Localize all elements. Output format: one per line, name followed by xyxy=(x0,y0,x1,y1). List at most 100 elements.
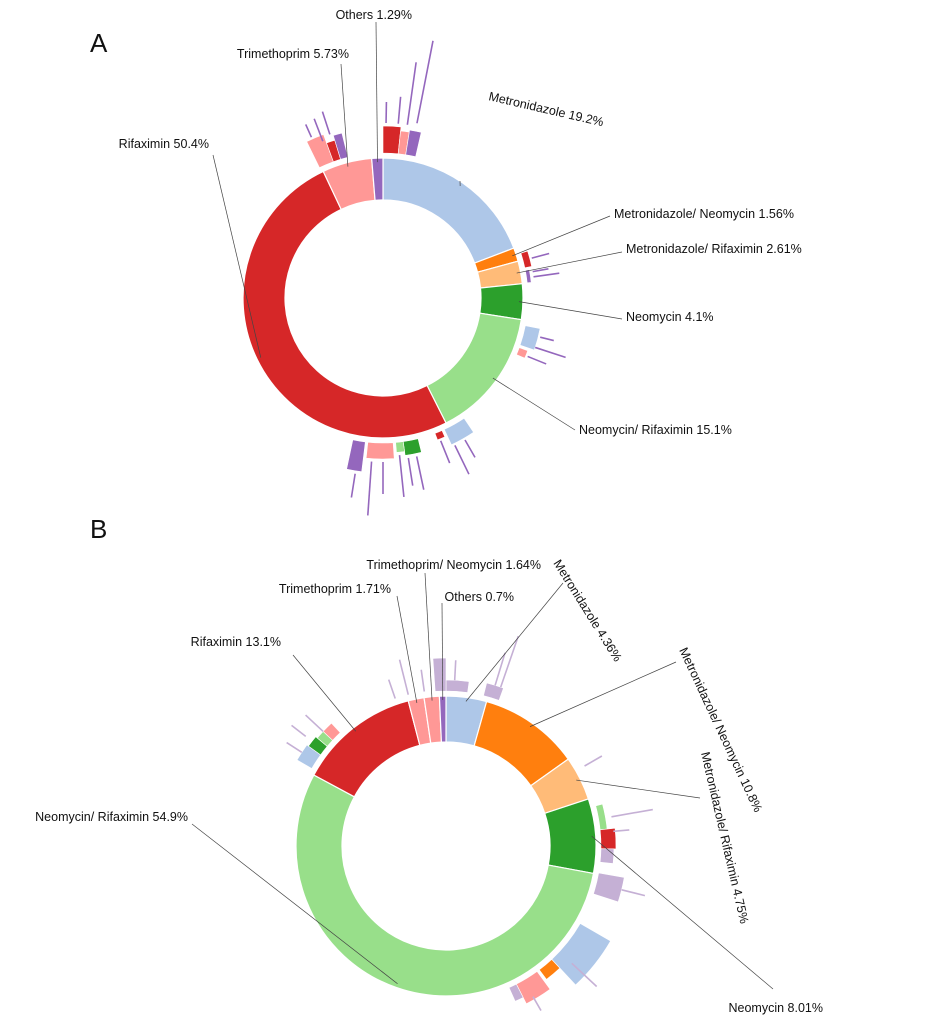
outer-ring-segment xyxy=(405,129,422,158)
slice-label-metronidazole-neomycin: Metronidazole/ Neomycin 1.56% xyxy=(614,207,794,221)
outer-spoke-mark xyxy=(398,659,410,695)
leader-line xyxy=(396,595,418,703)
outer-spoke-mark xyxy=(571,962,598,988)
slice-others[interactable] xyxy=(371,157,384,201)
slice-neomycin-rifaximin[interactable] xyxy=(426,312,522,424)
outer-spoke-mark xyxy=(305,714,324,733)
outer-ring-segment xyxy=(434,430,446,441)
leader-line xyxy=(492,377,576,431)
slice-label-others: Others 0.7% xyxy=(445,590,514,604)
outer-spoke-mark xyxy=(454,445,470,475)
outer-spoke-mark xyxy=(532,996,542,1011)
outer-spoke-mark xyxy=(286,741,303,753)
outer-spoke-mark xyxy=(621,889,646,897)
outer-ring-segment xyxy=(395,441,405,453)
leader-line xyxy=(292,654,357,732)
outer-spoke-mark xyxy=(539,336,554,342)
outer-ring-segment xyxy=(432,657,447,692)
outer-spoke-mark xyxy=(613,829,630,833)
outer-ring-segment xyxy=(524,269,532,284)
outer-spoke-mark xyxy=(304,124,313,138)
leader-line xyxy=(441,602,444,701)
outer-spoke-mark xyxy=(398,455,405,497)
outer-ring-segment xyxy=(445,679,470,693)
outer-spoke-mark xyxy=(406,62,417,125)
slice-label-rifaximin: Rifaximin 13.1% xyxy=(191,635,281,649)
slice-label-others: Others 1.29% xyxy=(336,8,412,22)
outer-spoke-mark xyxy=(291,724,307,738)
slice-label-trimethoprim: Trimethoprim 1.71% xyxy=(279,582,391,596)
outer-spoke-mark xyxy=(494,652,506,686)
outer-spoke-mark xyxy=(464,439,476,458)
outer-ring-segment xyxy=(520,250,533,269)
outer-ring-segment xyxy=(595,803,608,831)
outer-ring-segment xyxy=(322,722,341,741)
slice-neomycin-rifaximin[interactable] xyxy=(295,774,595,997)
outer-spoke-mark xyxy=(366,461,373,516)
outer-spoke-mark xyxy=(611,808,653,818)
outer-spoke-mark xyxy=(453,660,457,681)
outer-ring-segment xyxy=(483,682,504,701)
outer-spoke-mark xyxy=(531,252,550,259)
slice-others[interactable] xyxy=(438,695,447,743)
panel-letter-b: B xyxy=(90,514,107,544)
outer-spoke-mark xyxy=(416,40,434,124)
outer-spoke-mark xyxy=(387,679,396,699)
slice-label-neomycin: Neomycin 8.01% xyxy=(729,1001,824,1015)
outer-spoke-mark xyxy=(534,346,566,359)
outer-spoke-mark xyxy=(584,755,603,767)
outer-spoke-mark xyxy=(415,456,425,490)
slice-rifaximin[interactable] xyxy=(313,700,421,798)
leader-line xyxy=(375,21,378,163)
panel-letter-a: A xyxy=(90,28,108,58)
slice-label-rifaximin: Rifaximin 50.4% xyxy=(119,137,209,151)
outer-ring-segment xyxy=(508,983,524,1002)
slice-label-neomycin: Neomycin 4.1% xyxy=(626,310,714,324)
leader-line xyxy=(516,251,623,274)
outer-ring-segment xyxy=(402,438,422,456)
outer-ring-segment xyxy=(519,325,541,351)
outer-ring-segment xyxy=(593,872,625,903)
outer-spoke-mark xyxy=(321,111,331,135)
leader-line xyxy=(529,661,677,727)
slice-label-metronidazole: Metronidazole 19.2% xyxy=(487,89,605,129)
outer-ring-segment xyxy=(538,958,561,980)
outer-spoke-mark xyxy=(350,473,356,498)
leader-line xyxy=(518,301,623,320)
outer-spoke-mark xyxy=(532,268,549,273)
outer-spoke-mark xyxy=(527,355,547,365)
slice-metronidazole[interactable] xyxy=(382,157,515,264)
slice-label-metronidazole-rifaximin: Metronidazole/ Rifaximin 2.61% xyxy=(626,242,802,256)
outer-spoke-mark xyxy=(420,669,426,692)
outer-spoke-mark xyxy=(533,272,560,278)
outer-ring-segment xyxy=(346,439,366,473)
panel-a-sunburst: Metronidazole 19.2% Metronidazole/ Neomyc… xyxy=(119,8,802,516)
slice-label-neomycin-rifaximin: Neomycin/ Rifaximin 15.1% xyxy=(579,423,732,437)
slice-label-metronidazole: Metronidazole 4.36% xyxy=(550,557,624,664)
outer-ring-segment xyxy=(516,347,529,359)
leader-line xyxy=(591,835,774,990)
outer-spoke-mark xyxy=(407,457,414,486)
leader-line xyxy=(465,582,564,702)
slice-label-trimethoprim: Trimethoprim 5.73% xyxy=(237,47,349,61)
outer-ring-segment xyxy=(332,132,349,160)
outer-spoke-mark xyxy=(439,440,451,464)
outer-spoke-mark xyxy=(313,118,324,142)
leader-line xyxy=(512,215,611,257)
outer-ring-segment xyxy=(443,417,475,446)
slice-label-neomycin-rifaximin: Neomycin/ Rifaximin 54.9% xyxy=(35,810,188,824)
leader-line xyxy=(212,154,262,358)
slice-label-trimethoprim-neomycin: Trimethoprim/ Neomycin 1.64% xyxy=(366,558,541,572)
outer-ring-segment xyxy=(365,441,395,460)
leader-line xyxy=(576,779,701,799)
outer-ring-segment xyxy=(599,848,615,864)
panel-b-sunburst: Metronidazole 4.36%Metronidazole/ Neomyc… xyxy=(35,557,823,1015)
outer-spoke-mark xyxy=(397,96,402,124)
outer-spoke-mark xyxy=(499,635,520,688)
outer-ring-segment xyxy=(382,125,402,155)
leader-line xyxy=(340,63,349,167)
leader-line xyxy=(191,823,398,984)
slice-rifaximin[interactable] xyxy=(242,170,447,439)
leader-line xyxy=(424,572,433,701)
